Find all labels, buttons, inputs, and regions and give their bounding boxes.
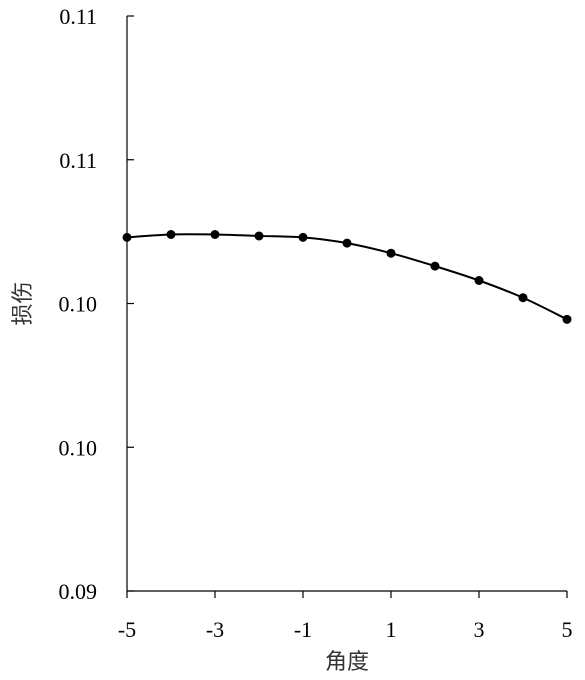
data-point xyxy=(210,230,220,239)
series-group xyxy=(122,230,572,324)
y-tick-label: 0.10 xyxy=(59,435,98,460)
y-tick-label: 0.11 xyxy=(59,4,97,29)
data-point xyxy=(562,314,572,324)
y-tick-label: 0.10 xyxy=(59,292,98,317)
y-axis-ticks: 0.09 0.10 0.10 0.11 0.11 xyxy=(59,4,134,604)
data-point xyxy=(298,232,308,242)
data-point xyxy=(342,238,352,248)
data-point xyxy=(166,230,176,239)
data-point xyxy=(518,293,528,303)
x-tick-label: 1 xyxy=(386,617,397,642)
y-tick-label: 0.11 xyxy=(59,148,97,173)
x-axis-ticks: -5 -3 -1 1 3 5 xyxy=(118,591,573,642)
data-point xyxy=(430,261,440,271)
x-axis-label: 角度 xyxy=(325,650,369,675)
x-tick-label: -3 xyxy=(206,617,224,642)
data-point xyxy=(474,276,484,285)
x-tick-label: 3 xyxy=(474,617,485,642)
data-point xyxy=(122,232,132,242)
y-axis-label: 损伤 xyxy=(11,281,36,325)
data-point xyxy=(386,248,396,258)
y-tick-label: 0.09 xyxy=(59,579,98,604)
data-point xyxy=(254,231,264,241)
x-tick-label: 5 xyxy=(562,617,573,642)
x-tick-label: -1 xyxy=(294,617,312,642)
x-tick-label: -5 xyxy=(118,617,136,642)
